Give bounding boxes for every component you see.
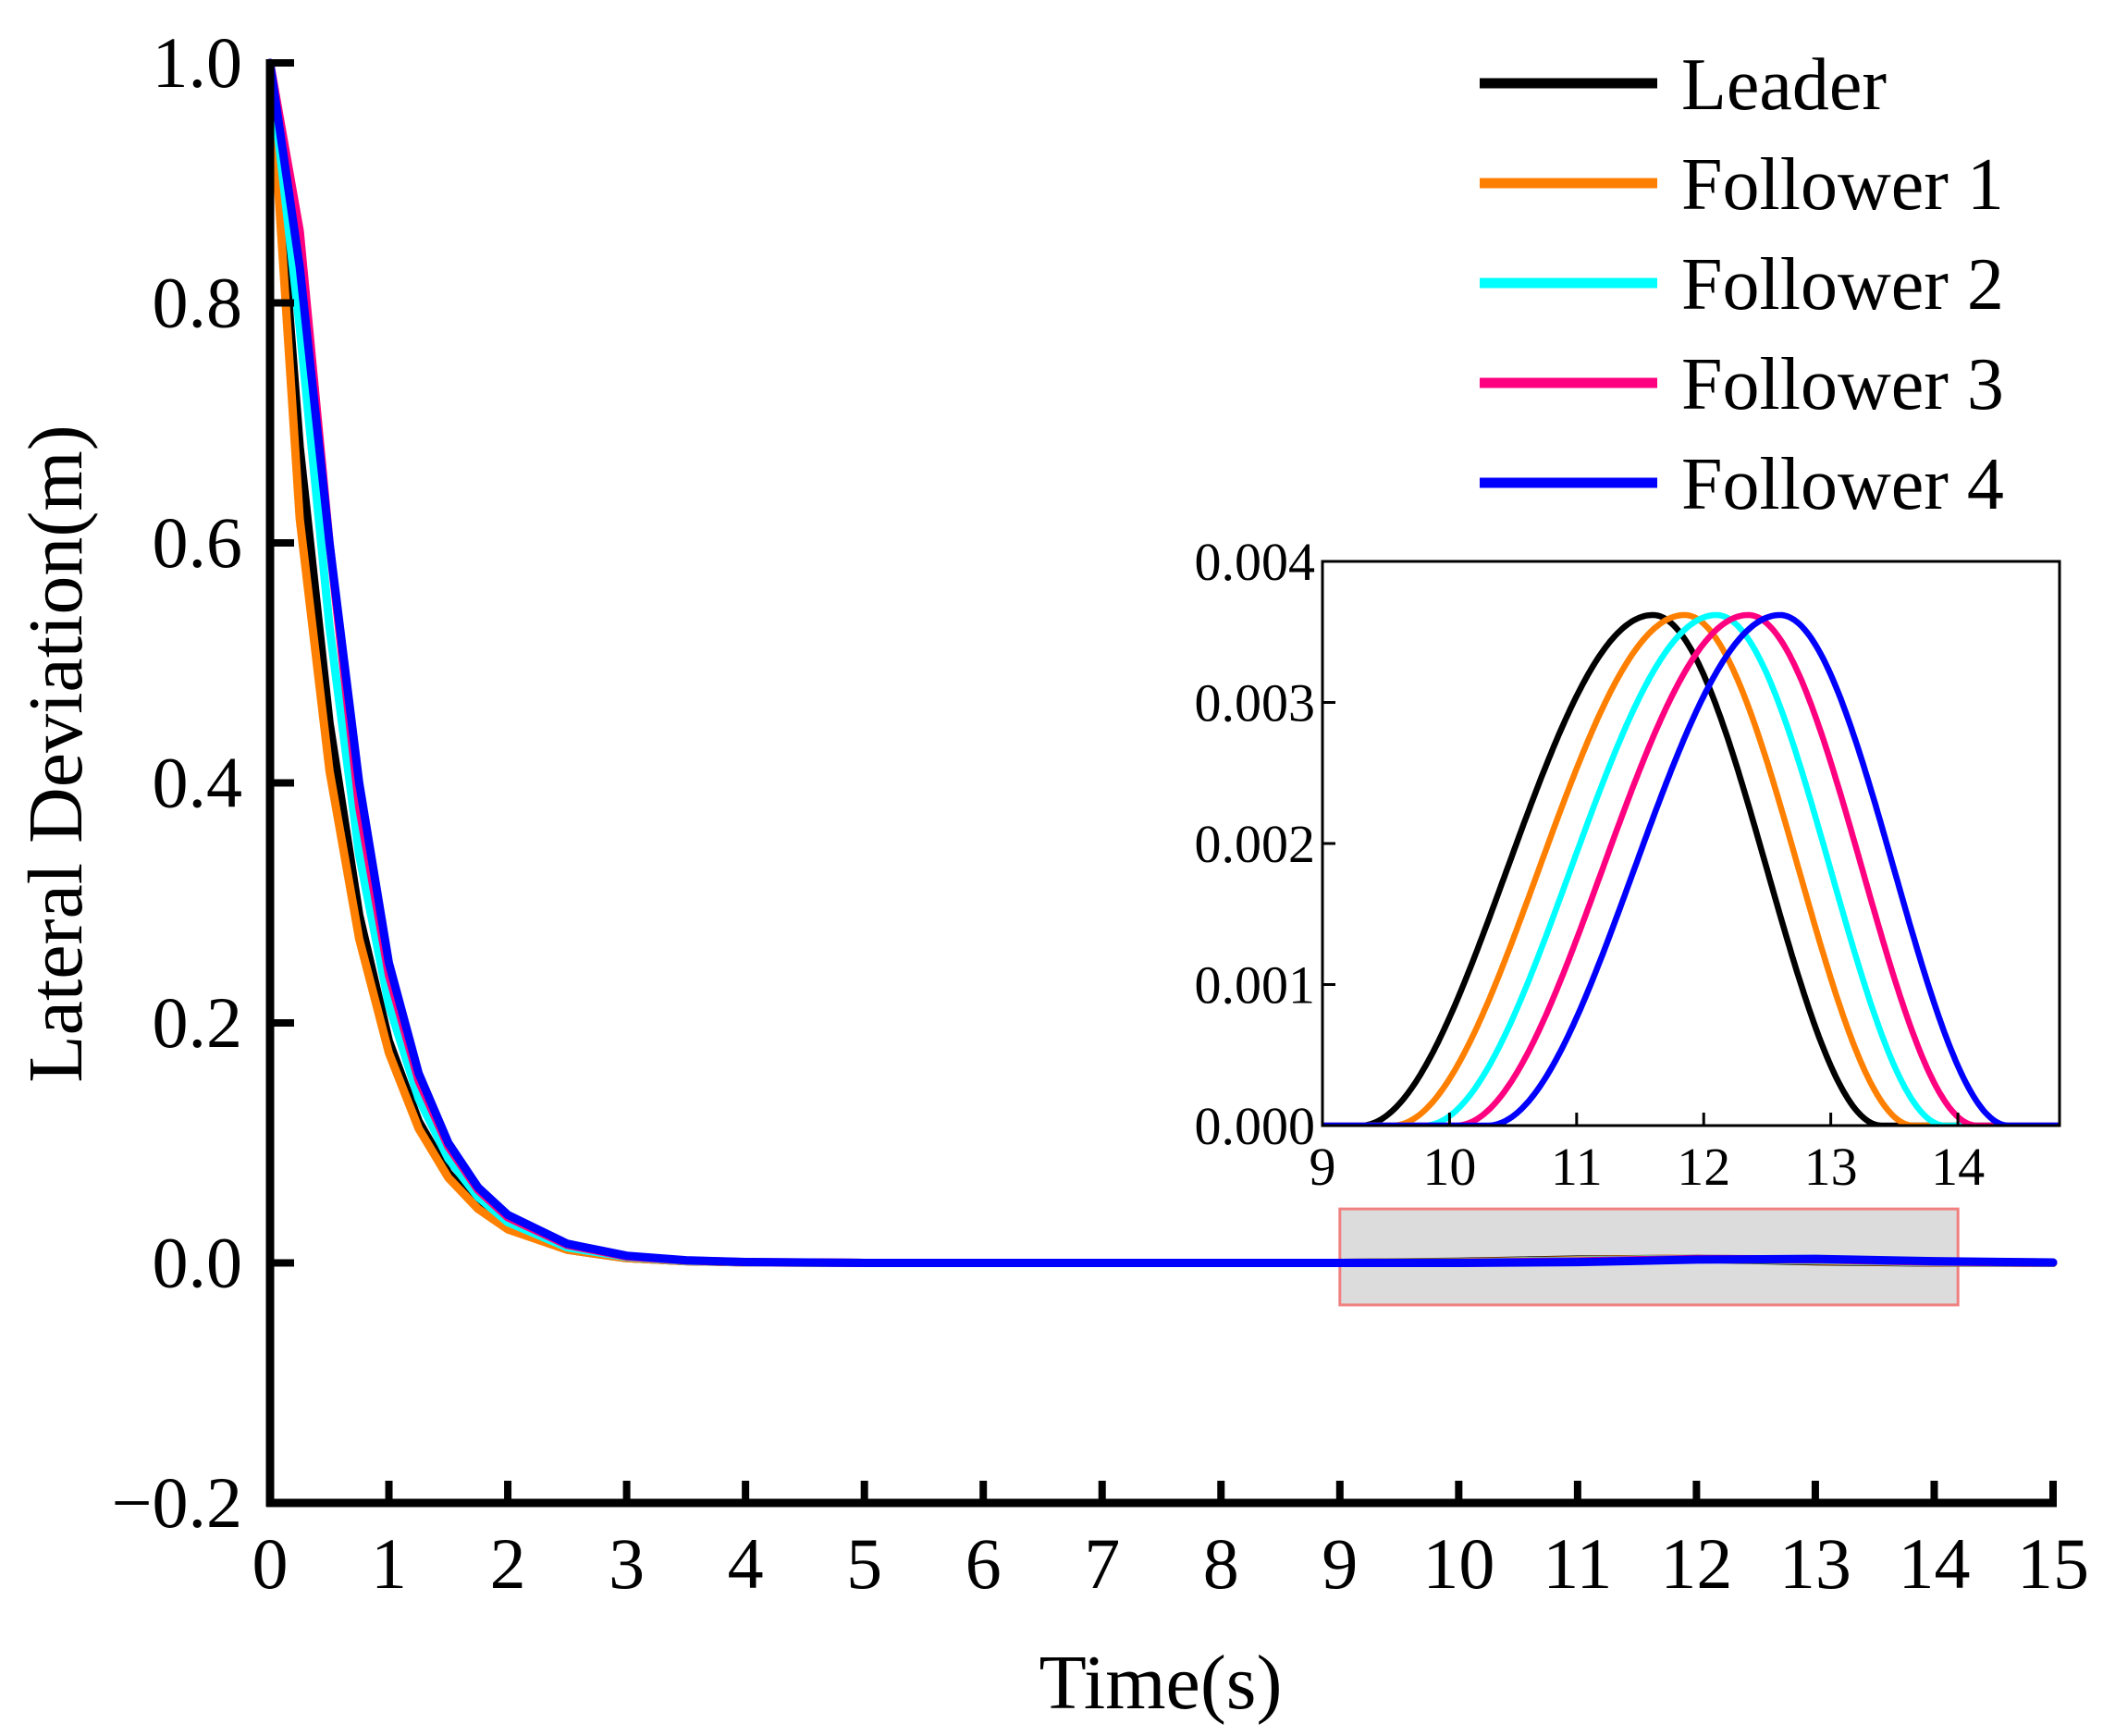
legend-label-1: Follower 1 bbox=[1681, 144, 2004, 226]
x-tick-label-1: 1 bbox=[371, 1523, 407, 1604]
y-tick-label-0: −0.2 bbox=[112, 1462, 243, 1543]
x-tick-label-2: 2 bbox=[490, 1523, 526, 1604]
inset-x-tick-label-3: 12 bbox=[1677, 1137, 1730, 1197]
legend-label-0: Leader bbox=[1681, 44, 1887, 126]
x-tick-label-4: 4 bbox=[728, 1523, 764, 1604]
inset-series-group bbox=[1322, 611, 2060, 1126]
x-tick-label-9: 9 bbox=[1322, 1523, 1358, 1604]
x-tick-label-3: 3 bbox=[609, 1523, 645, 1604]
legend-label-2: Follower 2 bbox=[1681, 244, 2004, 326]
inset-axes: 9 10 11 12 13 14 0.000 0.001 0.002 0.003 0.004 bbox=[1195, 532, 2061, 1197]
inset-series-line-3 bbox=[1322, 611, 2060, 1126]
y-axis-title: Lateral Deviation(m) bbox=[13, 425, 99, 1082]
y-tick-label-2: 0.2 bbox=[153, 982, 243, 1063]
legend-label-4: Follower 4 bbox=[1681, 444, 2004, 525]
x-axis-title: Time(s) bbox=[1039, 1640, 1283, 1726]
x-tick-label-14: 14 bbox=[1898, 1523, 1970, 1604]
inset-series-line-2 bbox=[1322, 611, 2060, 1126]
x-tick-label-0: 0 bbox=[252, 1523, 289, 1604]
inset-series-line-0 bbox=[1322, 611, 2060, 1126]
main-series-line-4 bbox=[265, 58, 2058, 1267]
inset-y-tick-label-4: 0.004 bbox=[1195, 532, 1316, 592]
y-tick-label-3: 0.4 bbox=[153, 743, 243, 823]
inset-y-tick-label-1: 0.001 bbox=[1195, 955, 1316, 1016]
inset-x-tick-label-2: 11 bbox=[1551, 1137, 1603, 1197]
inset-plot: 9 10 11 12 13 14 0.000 0.001 0.002 0.003 0.004 bbox=[1195, 532, 2061, 1197]
main-axes: 0 1 2 3 4 5 6 7 8 9 10 11 12 13 14 15−0.20.00.20.40.60.… bbox=[112, 22, 2090, 1604]
legend-label-3: Follower 3 bbox=[1681, 344, 2004, 425]
inset-x-tick-label-5: 14 bbox=[1931, 1137, 1985, 1197]
inset-series-line-1 bbox=[1322, 611, 2060, 1126]
inset-y-tick-label-0: 0.000 bbox=[1195, 1096, 1316, 1156]
x-tick-label-15: 15 bbox=[2017, 1523, 2089, 1604]
inset-series-line-4 bbox=[1322, 611, 2060, 1126]
x-tick-label-13: 13 bbox=[1779, 1523, 1851, 1604]
y-tick-label-1: 0.0 bbox=[153, 1223, 243, 1303]
y-tick-label-4: 0.6 bbox=[153, 502, 243, 583]
inset-y-tick-label-2: 0.002 bbox=[1195, 814, 1316, 874]
inset-x-tick-label-1: 10 bbox=[1422, 1137, 1476, 1197]
main-series-group bbox=[265, 58, 2058, 1267]
inset-y-tick-label-3: 0.003 bbox=[1195, 673, 1316, 733]
x-tick-label-7: 7 bbox=[1084, 1523, 1120, 1604]
legend: Leader Follower 1 Follower 2 Follower 3 Foll… bbox=[1480, 44, 2004, 525]
x-tick-label-8: 8 bbox=[1203, 1523, 1239, 1604]
y-tick-label-6: 1.0 bbox=[153, 22, 243, 103]
inset-x-tick-label-4: 13 bbox=[1804, 1137, 1858, 1197]
inset-x-tick-label-0: 9 bbox=[1310, 1137, 1336, 1197]
x-tick-label-5: 5 bbox=[846, 1523, 882, 1604]
x-tick-label-10: 10 bbox=[1422, 1523, 1494, 1604]
x-tick-label-11: 11 bbox=[1543, 1523, 1612, 1604]
main-plot: 0 1 2 3 4 5 6 7 8 9 10 11 12 13 14 15−0.20.00.20.40.60.… bbox=[13, 22, 2089, 1726]
x-tick-label-12: 12 bbox=[1660, 1523, 1732, 1604]
x-tick-label-6: 6 bbox=[965, 1523, 1002, 1604]
y-tick-label-5: 0.8 bbox=[153, 263, 243, 343]
